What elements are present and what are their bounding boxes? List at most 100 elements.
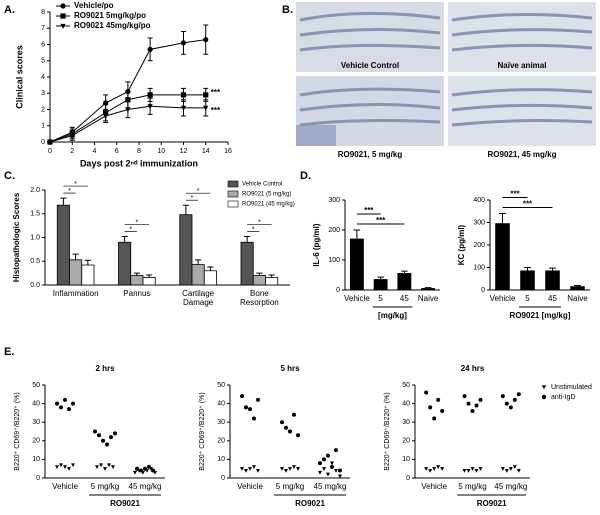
- data-point: [326, 472, 330, 477]
- y-tick-label: 0.0: [30, 282, 40, 289]
- panel-label: C.: [4, 170, 15, 182]
- data-point: [322, 467, 326, 471]
- data-point: [470, 467, 475, 471]
- data-point: [318, 461, 322, 466]
- significance-label: ***: [523, 200, 533, 209]
- data-point: [288, 467, 292, 471]
- error-bar: [256, 272, 263, 276]
- micrographs: Vehicle Control Naïve animal RO9021, 5 m…: [296, 2, 596, 159]
- y-tick-label: 400: [473, 197, 485, 204]
- data-point: [466, 468, 471, 473]
- legend-swatch: [227, 180, 239, 188]
- x-tick-label: Vehicle: [421, 482, 447, 491]
- bar: [252, 275, 266, 286]
- y-tick-label: 30: [217, 419, 225, 426]
- data-point: [432, 467, 437, 471]
- data-point: [240, 394, 244, 399]
- data-point: [512, 397, 517, 402]
- x-tick-label: 14: [202, 148, 210, 155]
- data-point: [248, 407, 252, 412]
- panel-label: B.: [282, 4, 293, 16]
- data-point: [470, 409, 475, 414]
- x-tick-label: Resorption: [240, 298, 279, 307]
- x-tick-label: 5 mg/kg: [458, 482, 486, 491]
- data-point: [59, 405, 63, 410]
- bar: [397, 273, 412, 291]
- x-tick-label: 5: [378, 294, 383, 303]
- data-point: [436, 465, 441, 470]
- y-axis-label: IL-6 (pg/ml): [312, 223, 321, 266]
- error-bar: [121, 236, 128, 243]
- y-tick-label: 200: [473, 242, 485, 249]
- significance-label: ***: [510, 190, 520, 199]
- bar: [570, 286, 585, 291]
- bar: [240, 241, 254, 286]
- data-point: [504, 401, 509, 406]
- data-point: [424, 467, 429, 471]
- y-tick-label: 20: [32, 438, 40, 445]
- x-tick-label: Bone: [250, 289, 269, 298]
- data-point: [248, 467, 252, 471]
- data-point: [252, 416, 256, 421]
- x-tick-label: 45 mg/kg: [314, 482, 347, 491]
- data-point: [508, 405, 513, 410]
- data-point: [296, 467, 300, 471]
- y-axis-label: KC (pg/ml): [457, 224, 466, 265]
- bar: [118, 241, 132, 286]
- data-point: [296, 433, 300, 438]
- y-tick-label: 0.5: [30, 258, 40, 265]
- bar: [142, 276, 156, 286]
- data-point: [322, 457, 326, 462]
- y-tick-label: 30: [32, 419, 40, 426]
- data-point: [147, 46, 153, 52]
- x-tick-label: 5 mg/kg: [276, 482, 304, 491]
- data-point: [474, 468, 479, 473]
- data-point: [478, 467, 483, 471]
- data-point: [180, 105, 187, 111]
- y-tick-label: 40: [402, 400, 410, 407]
- data-point: [240, 467, 244, 471]
- bar: [130, 275, 144, 286]
- data-point: [462, 394, 467, 399]
- error-bar: [353, 229, 361, 239]
- y-tick-label: 20: [217, 438, 225, 445]
- data-point: [516, 468, 521, 473]
- x-tick-label: Pannus: [123, 289, 150, 298]
- legend-label: Vehicle Control: [242, 182, 282, 188]
- panel-label: A.: [4, 4, 15, 16]
- bar: [349, 238, 364, 291]
- data-point: [180, 40, 187, 46]
- data-point: [280, 467, 284, 471]
- bar: [421, 288, 436, 291]
- significance-label: ***: [364, 206, 374, 215]
- x-tick-label: Cartilage: [182, 289, 215, 298]
- y-tick-label: 40: [32, 400, 40, 407]
- data-point: [203, 105, 209, 111]
- data-point: [63, 465, 67, 470]
- data-point: [284, 425, 288, 430]
- data-point: [125, 97, 131, 103]
- data-point: [139, 468, 143, 473]
- x-tick-label: 10: [157, 148, 165, 155]
- data-point: [424, 390, 429, 395]
- x-tick-label: 8: [137, 148, 141, 155]
- data-point: [151, 468, 155, 473]
- bar: [81, 264, 95, 286]
- bar: [520, 270, 535, 291]
- image-caption: RO9021, 45 mg/kg: [488, 150, 557, 159]
- legend-swatch: [227, 190, 239, 198]
- significance-label: *: [68, 188, 71, 195]
- data-point: [338, 474, 342, 479]
- data-point: [516, 392, 521, 397]
- group-label: RO9021: [110, 499, 140, 508]
- error-bar: [377, 276, 384, 280]
- data-point: [256, 468, 260, 473]
- image: [448, 76, 596, 146]
- error-bar: [244, 236, 251, 243]
- y-tick-label: 5: [41, 58, 45, 65]
- error-bar: [549, 267, 556, 271]
- y-axis-label: B220⁺ CD69⁺/B220⁺ (%): [199, 392, 206, 470]
- x-tick-label: 5: [525, 294, 530, 303]
- data-point: [71, 463, 75, 468]
